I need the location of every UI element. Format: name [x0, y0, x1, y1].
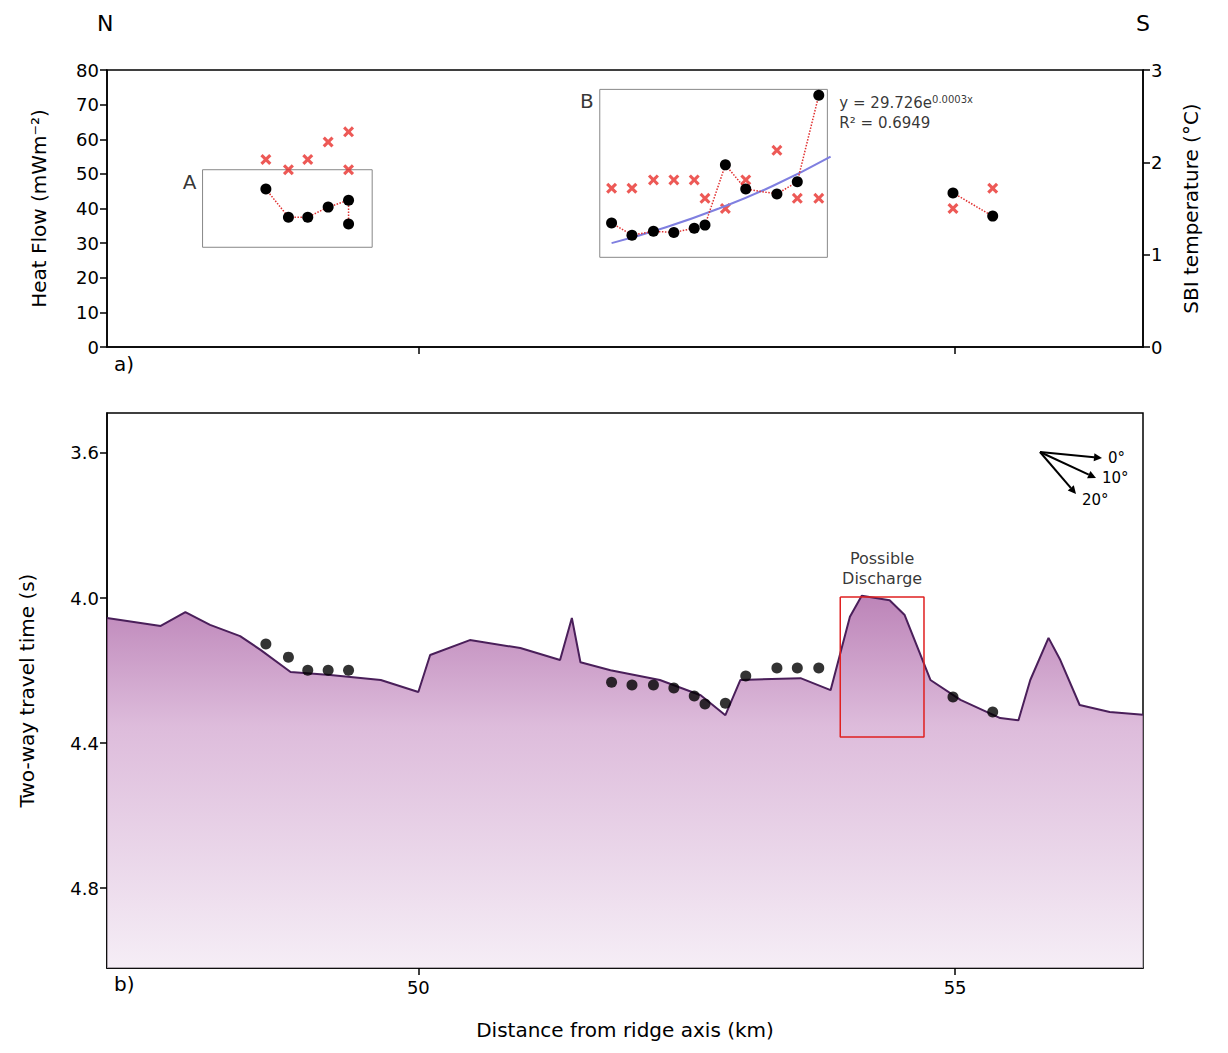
svg-text:70: 70 — [76, 94, 99, 115]
svg-text:80: 80 — [76, 60, 99, 81]
svg-text:3: 3 — [1151, 60, 1162, 81]
svg-text:Possible: Possible — [850, 549, 914, 568]
svg-text:30: 30 — [76, 233, 99, 254]
svg-text:B: B — [580, 89, 594, 113]
svg-text:10°: 10° — [1102, 469, 1129, 487]
svg-text:40: 40 — [76, 198, 99, 219]
svg-text:a): a) — [114, 352, 134, 376]
svg-text:55: 55 — [944, 977, 967, 998]
svg-text:0.0003x: 0.0003x — [932, 94, 973, 105]
svg-text:b): b) — [114, 972, 135, 996]
svg-text:1: 1 — [1151, 244, 1162, 265]
svg-text:Discharge: Discharge — [842, 569, 922, 588]
svg-text:0°: 0° — [1108, 449, 1125, 467]
svg-text:S: S — [1136, 11, 1150, 36]
svg-text:R² = 0.6949: R² = 0.6949 — [839, 114, 930, 132]
svg-text:Two-way travel time (s): Two-way travel time (s) — [15, 574, 39, 809]
svg-text:10: 10 — [76, 302, 99, 323]
svg-text:50: 50 — [407, 977, 430, 998]
svg-text:20°: 20° — [1082, 491, 1109, 509]
svg-text:0: 0 — [88, 337, 99, 358]
svg-text:SBI temperature (°C): SBI temperature (°C) — [1179, 103, 1203, 313]
svg-text:4.0: 4.0 — [70, 588, 99, 609]
svg-text:60: 60 — [76, 129, 99, 150]
svg-text:0: 0 — [1151, 337, 1162, 358]
svg-text:Heat Flow (mWm⁻²): Heat Flow (mWm⁻²) — [27, 109, 51, 308]
svg-text:3.6: 3.6 — [70, 442, 99, 463]
svg-text:50: 50 — [76, 163, 99, 184]
svg-text:N: N — [97, 11, 113, 36]
svg-text:4.8: 4.8 — [70, 878, 99, 899]
svg-text:Distance from ridge axis (km): Distance from ridge axis (km) — [476, 1018, 774, 1042]
svg-text:2: 2 — [1151, 152, 1162, 173]
svg-text:20: 20 — [76, 267, 99, 288]
svg-text:4.4: 4.4 — [70, 733, 99, 754]
svg-text:y = 29.726e: y = 29.726e — [839, 94, 932, 112]
svg-text:A: A — [183, 170, 197, 194]
